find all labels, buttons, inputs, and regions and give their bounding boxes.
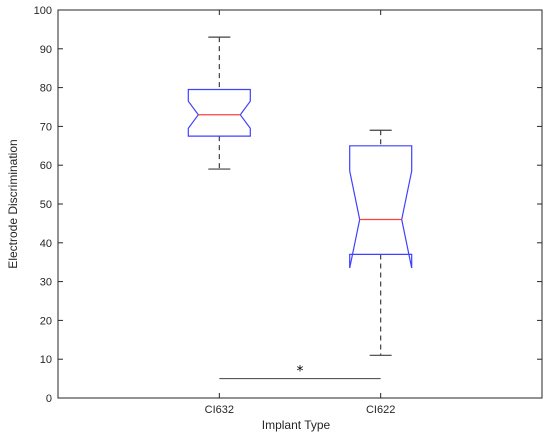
y-tick-label: 100 xyxy=(34,5,52,17)
y-tick-label: 20 xyxy=(40,315,52,327)
y-tick-label: 90 xyxy=(40,44,52,56)
y-tick-label: 0 xyxy=(46,393,52,405)
y-tick-label: 50 xyxy=(40,199,52,211)
y-tick-label: 30 xyxy=(40,277,52,289)
y-tick-label: 60 xyxy=(40,160,52,172)
x-tick-label: CI622 xyxy=(366,404,395,416)
boxes-layer xyxy=(187,36,413,356)
significance-layer: * xyxy=(219,364,381,380)
x-axis-label: Implant Type xyxy=(262,418,331,432)
y-tick-label: 40 xyxy=(40,238,52,250)
box-CI632 xyxy=(187,36,251,170)
significance-marker: * xyxy=(297,364,304,380)
box-CI622 xyxy=(349,129,413,356)
x-tick-label: CI632 xyxy=(205,404,234,416)
plot-area xyxy=(57,9,543,399)
notched-box xyxy=(349,145,413,269)
tick-layer: 0 10 20 30 40 50 60 70 80 90 100 CI632 CI622 xyxy=(34,5,542,416)
notched-box xyxy=(187,88,251,137)
y-tick-label: 80 xyxy=(40,83,52,95)
y-tick-label: 10 xyxy=(40,354,52,366)
y-tick-label: 70 xyxy=(40,121,52,133)
y-axis-label: Electrode Discrimination xyxy=(6,139,20,268)
